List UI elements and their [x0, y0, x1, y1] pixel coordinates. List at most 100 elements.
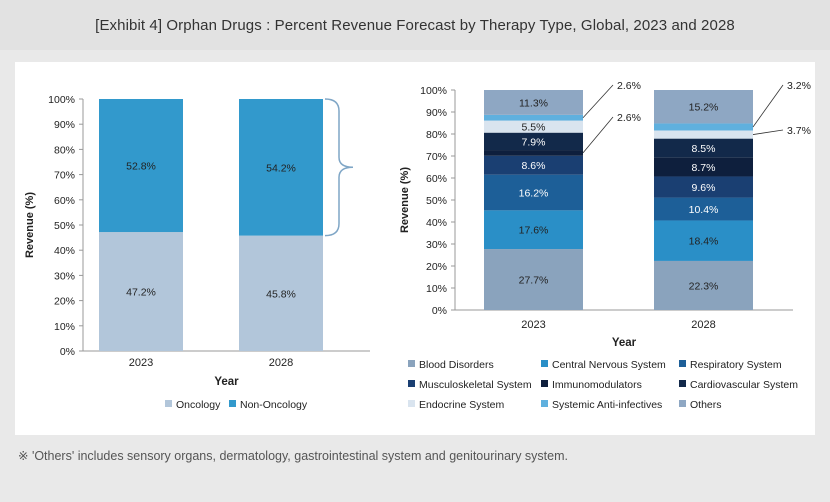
- bar-segment: [654, 197, 753, 221]
- bar-segment: [654, 220, 753, 261]
- legend-swatch: [679, 400, 686, 407]
- y-tick-label: 30%: [426, 239, 447, 251]
- y-tick-label: 0%: [432, 305, 447, 317]
- legend-label: Immunomodulators: [552, 379, 642, 391]
- legend-label: Non-Oncology: [240, 399, 308, 411]
- x-tick-label: 2023: [129, 357, 153, 369]
- y-tick-label: 100%: [48, 94, 75, 106]
- data-label: 9.6%: [692, 182, 716, 194]
- y-tick-label: 70%: [54, 170, 75, 182]
- bar-segment: [99, 99, 183, 233]
- legend-label: Systemic Anti-infectives: [552, 399, 662, 411]
- bar-segment: [484, 114, 583, 121]
- y-tick-label: 40%: [54, 245, 75, 257]
- data-label: 45.8%: [266, 288, 296, 300]
- x-axis-title: Year: [214, 376, 239, 388]
- y-tick-label: 90%: [54, 119, 75, 131]
- y-tick-label: 10%: [54, 321, 75, 333]
- data-label: 5.5%: [522, 122, 546, 134]
- legend-label: Oncology: [176, 399, 221, 411]
- footnote: ※ 'Others' includes sensory organs, derm…: [18, 449, 568, 463]
- x-axis-title: Year: [612, 337, 637, 349]
- legend-label: Musculoskeletal System: [419, 379, 532, 391]
- legend-swatch: [408, 380, 415, 387]
- x-tick-label: 2023: [521, 319, 545, 331]
- y-tick-label: 70%: [426, 151, 447, 163]
- data-label: 8.7%: [692, 162, 716, 174]
- data-label: 18.4%: [689, 236, 719, 248]
- callout-line: [752, 129, 784, 135]
- charts-area: 0% 10% 20% 30% 40% 50% 60% 70% 80% 90% 100% 47.2% 52…: [15, 62, 815, 435]
- y-tick-label: 90%: [426, 107, 447, 119]
- y-axis-title: Revenue (%): [24, 192, 36, 258]
- bar-segment: [654, 130, 753, 139]
- bar-segment: [654, 176, 753, 198]
- data-label: 47.2%: [126, 287, 156, 299]
- bar-segment: [239, 235, 323, 351]
- y-tick-label: 20%: [54, 296, 75, 308]
- y-tick-label: 50%: [54, 220, 75, 232]
- legend-swatch: [541, 380, 548, 387]
- bar-segment: [484, 174, 583, 211]
- data-label: 16.2%: [519, 188, 549, 200]
- y-tick-label: 100%: [420, 85, 447, 97]
- data-label: 8.5%: [692, 143, 716, 155]
- data-label: 15.2%: [689, 102, 719, 114]
- y-tick-label: 0%: [60, 346, 75, 358]
- y-tick-label: 80%: [54, 144, 75, 156]
- data-label: 11.3%: [519, 97, 548, 109]
- bar-segment: [484, 132, 583, 151]
- legend-swatch: [408, 360, 415, 367]
- bar-segment: [239, 99, 323, 236]
- bar-segment: [654, 90, 753, 124]
- charts-svg: 0% 10% 20% 30% 40% 50% 60% 70% 80% 90% 100% 47.2% 52…: [24, 80, 811, 411]
- bar-segment: [484, 90, 583, 115]
- callout-label: 2.6%: [617, 80, 641, 92]
- data-label: 17.6%: [519, 225, 549, 237]
- x-tick-label: 2028: [691, 319, 715, 331]
- data-label: 27.7%: [519, 275, 549, 287]
- legend-swatch: [679, 360, 686, 367]
- bar-segment: [484, 150, 583, 156]
- legend-label: Endocrine System: [419, 399, 504, 411]
- data-label: 52.8%: [126, 161, 156, 173]
- x-tick-label: 2028: [269, 357, 293, 369]
- data-label: 54.2%: [266, 162, 296, 174]
- bar-segment: [484, 155, 583, 175]
- bar-segment: [654, 138, 753, 158]
- bar-segment: [654, 157, 753, 177]
- legend-label: Central Nervous System: [552, 359, 666, 371]
- legend-label: Others: [690, 399, 722, 411]
- data-label: 22.3%: [689, 280, 719, 292]
- bar-segment: [654, 260, 753, 310]
- callout-label: 3.2%: [787, 80, 811, 92]
- y-tick-label: 30%: [54, 270, 75, 282]
- brace-connector: [324, 98, 354, 237]
- y-tick-label: 60%: [426, 173, 447, 185]
- legend-swatch: [408, 400, 415, 407]
- legend-swatch: [541, 400, 548, 407]
- bar-segment: [654, 123, 753, 131]
- y-tick-label: 60%: [54, 195, 75, 207]
- legend-swatch: [541, 360, 548, 367]
- legend-label: Cardiovascular System: [690, 379, 798, 391]
- callout-label: 2.6%: [617, 112, 641, 124]
- legend-label: Blood Disorders: [419, 359, 494, 371]
- y-tick-label: 50%: [426, 195, 447, 207]
- callout-label: 3.7%: [787, 125, 811, 137]
- y-tick-label: 20%: [426, 261, 447, 273]
- legend-swatch: [229, 400, 236, 407]
- data-label: 7.9%: [522, 136, 546, 148]
- y-tick-label: 10%: [426, 283, 447, 295]
- y-tick-label: 80%: [426, 129, 447, 141]
- bar-segment: [484, 120, 583, 133]
- bar-segment: [484, 210, 583, 250]
- legend-swatch: [679, 380, 686, 387]
- y-axis-title: Revenue (%): [399, 167, 411, 233]
- legend-label: Respiratory System: [690, 359, 782, 371]
- legend-swatch: [165, 400, 172, 407]
- callout-line: [582, 84, 614, 118]
- bar-segment: [99, 232, 183, 351]
- callout-line: [582, 116, 614, 154]
